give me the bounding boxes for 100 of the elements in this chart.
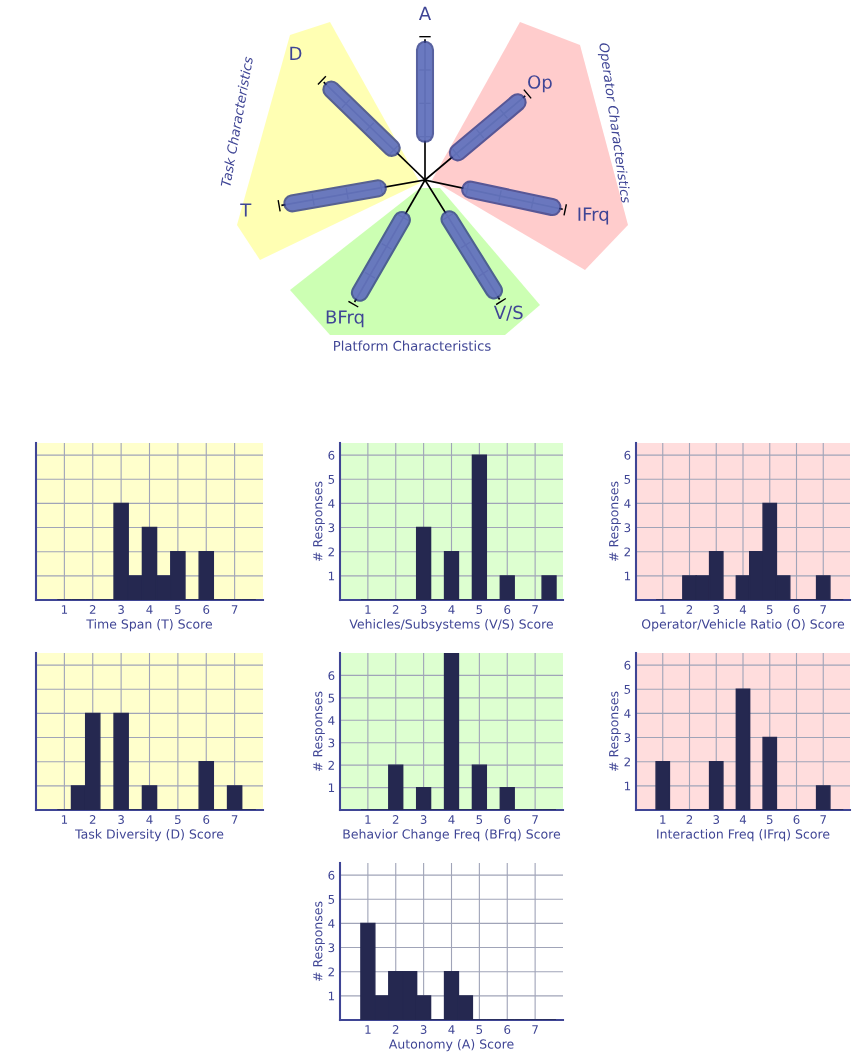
y-tick-label: 5 xyxy=(328,475,335,484)
category-label: A xyxy=(418,6,432,20)
y-tick-label: 3 xyxy=(624,733,631,743)
y-tick-label: 1 xyxy=(624,571,631,581)
x-tick-label: 7 xyxy=(532,815,538,824)
y-axis-title: # Responses xyxy=(313,691,325,772)
y-tick-label: 5 xyxy=(624,685,631,694)
y-tick-label: 6 xyxy=(624,450,631,460)
text: Platform Characteristics xyxy=(334,340,491,351)
category-label: D xyxy=(290,46,302,60)
y-tick-label: 6 xyxy=(328,450,335,460)
x-tick-label: 7 xyxy=(820,605,826,614)
x-tick-label: 3 xyxy=(420,815,427,824)
x-axis-title: Vehicles/Subsystems (V/S) Score xyxy=(349,619,553,632)
x-tick-label: 2 xyxy=(89,605,96,614)
x-tick-label: 7 xyxy=(231,815,238,824)
y-tick-label: 1 xyxy=(328,571,335,581)
y-tick-label: 5 xyxy=(624,475,631,484)
x-axis-title: Behavior Change Freq (BFrq) Score xyxy=(343,829,561,842)
y-tick-label: 2 xyxy=(624,547,630,557)
category-label: V/S xyxy=(493,305,523,321)
x-tick-label: 6 xyxy=(504,1025,511,1034)
x-tick-label: 5 xyxy=(476,605,483,614)
y-axis-title: # Responses xyxy=(609,481,621,562)
x-tick-label: 1 xyxy=(660,605,666,614)
text: Operator Characteristics xyxy=(596,42,632,204)
y-tick-label: 2 xyxy=(328,967,334,977)
category-label: Op xyxy=(528,75,552,93)
y-tick-label: 6 xyxy=(624,660,631,670)
x-tick-label: 1 xyxy=(660,815,666,824)
y-axis-title: # Responses xyxy=(313,481,325,562)
y-tick-label: 4 xyxy=(624,499,631,508)
x-tick-label: 1 xyxy=(365,605,371,614)
x-tick-label: 5 xyxy=(766,605,773,614)
y-tick-label: 3 xyxy=(328,738,335,748)
x-tick-label: 4 xyxy=(146,605,153,614)
x-tick-label: 3 xyxy=(118,815,124,824)
y-tick-label: 2 xyxy=(624,757,630,767)
x-tick-label: 1 xyxy=(61,815,68,824)
x-tick-label: 4 xyxy=(146,815,153,824)
y-axis-title: # Responses xyxy=(609,691,621,772)
x-tick-label: 7 xyxy=(532,1025,538,1034)
x-tick-label: 4 xyxy=(739,605,747,614)
x-tick-label: 6 xyxy=(504,815,511,824)
y-tick-label: 2 xyxy=(328,760,334,770)
y-tick-label: 4 xyxy=(328,499,335,508)
x-tick-label: 5 xyxy=(476,815,483,824)
x-tick-label: 6 xyxy=(793,815,800,824)
x-axis-title: Operator/Vehicle Ratio (O) Score xyxy=(641,619,845,632)
x-tick-label: 2 xyxy=(686,605,693,614)
y-tick-label: 4 xyxy=(624,709,631,718)
y-tick-label: 1 xyxy=(328,991,335,1001)
x-tick-label: 3 xyxy=(420,1025,427,1034)
y-tick-label: 1 xyxy=(328,783,335,793)
y-axis-title: # Responses xyxy=(313,901,325,982)
x-tick-label: 6 xyxy=(203,815,210,824)
x-tick-label: 2 xyxy=(686,815,693,824)
x-tick-label: 7 xyxy=(820,815,826,824)
category-label: IFrq xyxy=(578,207,609,225)
x-axis-title: Interaction Freq (IFrq) Score xyxy=(657,829,830,842)
y-tick-label: 6 xyxy=(328,671,335,681)
x-tick-label: 4 xyxy=(448,815,455,824)
y-tick-label: 3 xyxy=(624,523,631,533)
x-axis-title: Autonomy (A) Score xyxy=(388,1039,514,1052)
category-label: BFrq xyxy=(326,310,364,328)
x-tick-label: 2 xyxy=(392,1025,399,1034)
x-tick-label: 2 xyxy=(392,815,399,824)
x-tick-label: 7 xyxy=(532,605,538,614)
x-tick-label: 7 xyxy=(231,605,238,614)
x-tick-label: 1 xyxy=(365,1025,371,1034)
x-tick-label: 3 xyxy=(420,605,427,614)
y-tick-label: 5 xyxy=(328,693,335,703)
x-tick-label: 5 xyxy=(175,605,181,614)
x-tick-label: 6 xyxy=(203,605,210,614)
x-tick-label: 3 xyxy=(713,605,720,614)
x-tick-label: 5 xyxy=(175,815,181,824)
x-tick-label: 5 xyxy=(766,815,773,824)
x-tick-label: 4 xyxy=(448,1025,455,1034)
y-tick-label: 2 xyxy=(328,547,334,557)
y-tick-label: 3 xyxy=(328,943,335,953)
x-tick-label: 3 xyxy=(118,605,124,614)
x-tick-label: 1 xyxy=(61,605,68,614)
x-tick-label: 1 xyxy=(365,815,371,824)
y-tick-label: 4 xyxy=(328,716,335,725)
x-tick-label: 2 xyxy=(89,815,96,824)
x-axis-title: Task Diversity (D) Score xyxy=(75,829,224,842)
x-tick-label: 6 xyxy=(504,605,511,614)
x-tick-label: 2 xyxy=(392,605,399,614)
y-tick-label: 1 xyxy=(624,781,631,791)
y-tick-label: 4 xyxy=(328,919,335,928)
x-tick-label: 4 xyxy=(448,605,455,614)
x-tick-label: 6 xyxy=(793,605,800,614)
x-tick-label: 5 xyxy=(476,1025,483,1034)
y-tick-label: 5 xyxy=(328,895,335,904)
x-tick-label: 3 xyxy=(713,815,720,824)
y-tick-label: 3 xyxy=(328,523,335,533)
y-tick-label: 6 xyxy=(328,870,335,880)
category-label: T xyxy=(240,203,252,217)
x-tick-label: 4 xyxy=(739,815,747,824)
x-axis-title: Time Span (T) Score xyxy=(86,619,213,632)
